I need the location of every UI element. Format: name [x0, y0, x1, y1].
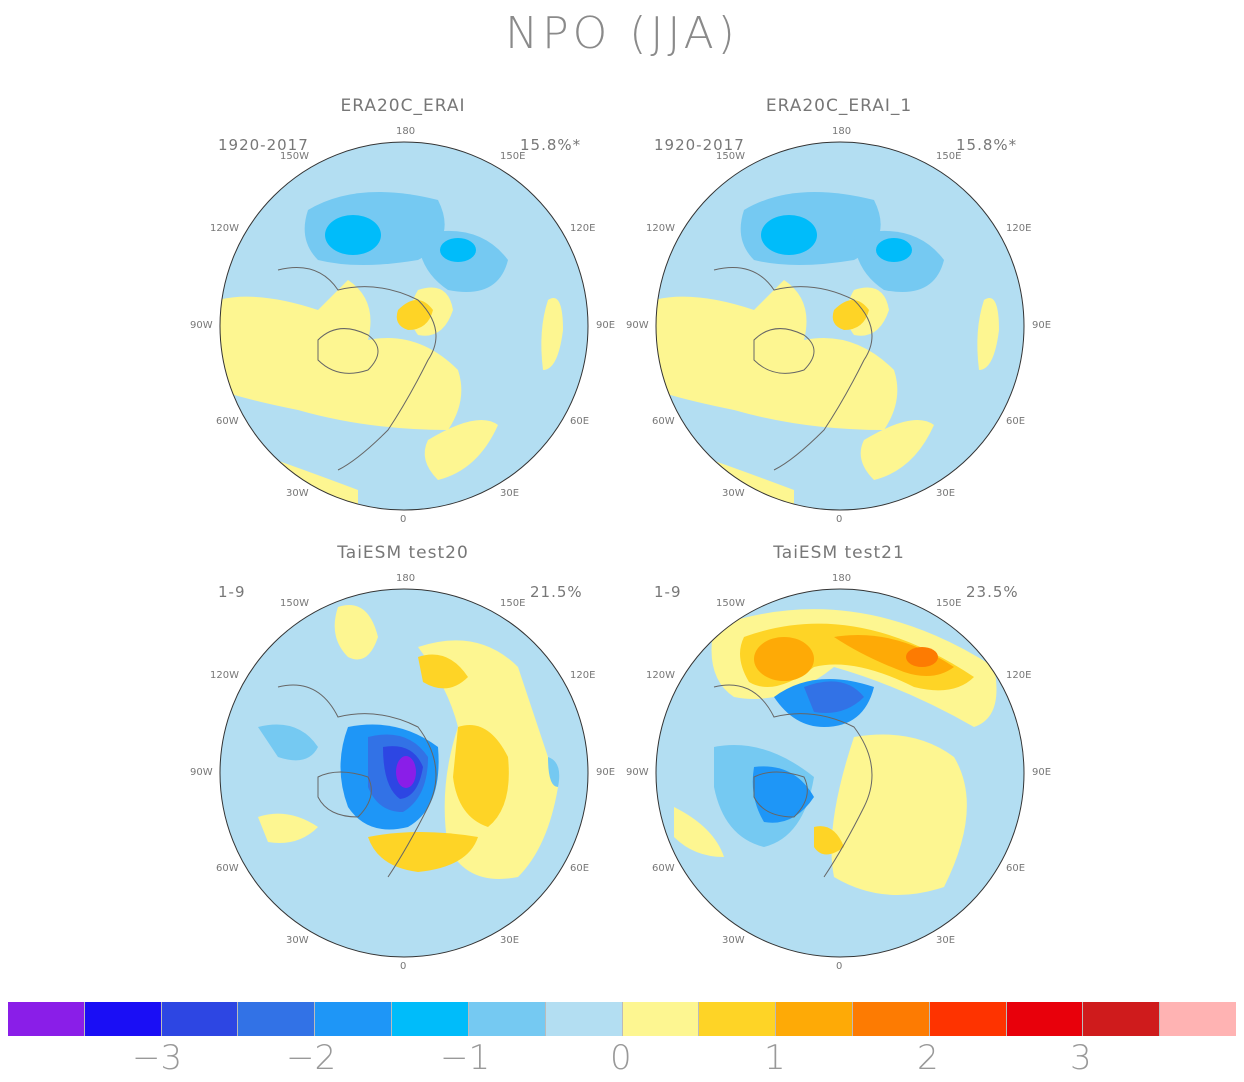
- colorbar-label: 0: [610, 1038, 632, 1078]
- colorbar-swatch: [775, 1002, 852, 1036]
- lon-label-150e: 150E: [936, 151, 962, 162]
- lon-label-60w: 60W: [652, 863, 675, 874]
- lon-label-60w: 60W: [216, 416, 239, 427]
- panel-title: TaiESM test21: [773, 543, 905, 563]
- lon-label-30w: 30W: [722, 488, 745, 499]
- lon-label-150e: 150E: [500, 598, 526, 609]
- lon-label-120w: 120W: [646, 670, 675, 681]
- lon-label-90w: 90W: [626, 767, 649, 778]
- colorbar-swatch: [314, 1002, 392, 1036]
- colorbar: [8, 1002, 1236, 1036]
- lon-label-90e: 90E: [596, 320, 616, 331]
- lon-label-120e: 120E: [570, 223, 596, 234]
- lon-label-120e: 120E: [1006, 223, 1032, 234]
- polar-map-1: [219, 141, 589, 511]
- lon-label-120w: 120W: [646, 223, 675, 234]
- colorbar-swatch: [160, 1002, 238, 1036]
- lon-label-60e: 60E: [570, 416, 590, 427]
- lon-label-30w: 30W: [722, 935, 745, 946]
- lon-label-90w: 90W: [190, 320, 213, 331]
- lon-label-90e: 90E: [1032, 320, 1052, 331]
- lon-label-90e: 90E: [596, 767, 616, 778]
- lon-label-90w: 90W: [626, 320, 649, 331]
- lon-label-60e: 60E: [1006, 863, 1026, 874]
- panel-period: 1920-2017: [654, 136, 745, 154]
- panel-title: ERA20C_ERAI: [340, 96, 466, 116]
- lon-label-180: 180: [832, 126, 852, 137]
- lon-label-0: 0: [836, 961, 843, 972]
- lon-label-60e: 60E: [1006, 416, 1026, 427]
- colorbar-label: 2: [917, 1038, 939, 1078]
- panel-period: 1-9: [218, 583, 246, 601]
- colorbar-label: 1: [764, 1038, 786, 1078]
- lon-label-90e: 90E: [1032, 767, 1052, 778]
- lon-label-0: 0: [400, 514, 407, 525]
- colorbar-swatch: [851, 1002, 929, 1036]
- map-panel-1: ERA20C_ERAI 1920-2017 15.8%*: [218, 96, 638, 540]
- colorbar-label: −2: [286, 1038, 337, 1078]
- panel-variance: 15.8%*: [956, 136, 1018, 154]
- colorbar-swatch: [1082, 1002, 1160, 1036]
- colorbar-swatch: [237, 1002, 315, 1036]
- lon-label-180: 180: [832, 573, 852, 584]
- colorbar-swatch: [467, 1002, 545, 1036]
- map-panel-3: TaiESM test20 1-9 21.5%: [218, 543, 638, 987]
- lon-label-150w: 150W: [716, 151, 745, 162]
- panel-variance: 21.5%: [530, 583, 583, 601]
- lon-label-150w: 150W: [280, 598, 309, 609]
- lon-label-60w: 60W: [216, 863, 239, 874]
- lon-label-120e: 120E: [1006, 670, 1032, 681]
- colorbar-label: −1: [440, 1038, 491, 1078]
- colorbar-swatch: [621, 1002, 699, 1036]
- polar-map-2: [655, 141, 1025, 511]
- lon-label-150e: 150E: [936, 598, 962, 609]
- colorbar-swatch: [928, 1002, 1006, 1036]
- lon-label-30w: 30W: [286, 488, 309, 499]
- lon-label-120e: 120E: [570, 670, 596, 681]
- lon-label-30e: 30E: [500, 935, 520, 946]
- colorbar-swatch: [1159, 1002, 1236, 1036]
- panel-title: TaiESM test20: [337, 543, 469, 563]
- colorbar-swatch: [1005, 1002, 1083, 1036]
- lon-label-0: 0: [836, 514, 843, 525]
- lon-label-30e: 30E: [936, 935, 956, 946]
- polar-map-4: [655, 588, 1025, 958]
- panel-title: ERA20C_ERAI_1: [765, 96, 913, 116]
- map-panel-2: ERA20C_ERAI_1 1920-2017 15.8%*: [654, 96, 1074, 540]
- panel-period: 1-9: [654, 583, 682, 601]
- colorbar-swatch: [391, 1002, 468, 1036]
- lon-label-150w: 150W: [280, 151, 309, 162]
- map-panel-4: TaiESM test21 1-9 23.5%: [654, 543, 1074, 987]
- lon-label-60e: 60E: [570, 863, 590, 874]
- figure-title: NPO (JJA): [505, 8, 739, 59]
- panel-variance: 23.5%: [966, 583, 1019, 601]
- lon-label-30e: 30E: [936, 488, 956, 499]
- lon-label-120w: 120W: [210, 670, 239, 681]
- panel-variance: 15.8%*: [520, 136, 582, 154]
- colorbar-swatch: [8, 1002, 84, 1036]
- lon-label-60w: 60W: [652, 416, 675, 427]
- colorbar-label: 3: [1070, 1038, 1092, 1078]
- lon-label-150e: 150E: [500, 151, 526, 162]
- lon-label-150w: 150W: [716, 598, 745, 609]
- lon-label-180: 180: [396, 573, 416, 584]
- lon-label-30e: 30E: [500, 488, 520, 499]
- colorbar-swatch: [544, 1002, 622, 1036]
- lon-label-120w: 120W: [210, 223, 239, 234]
- polar-map-3: [219, 588, 589, 958]
- lon-label-0: 0: [400, 961, 407, 972]
- lon-label-180: 180: [396, 126, 416, 137]
- panel-period: 1920-2017: [218, 136, 309, 154]
- colorbar-swatch: [83, 1002, 161, 1036]
- colorbar-label: −3: [132, 1038, 183, 1078]
- colorbar-swatch: [698, 1002, 776, 1036]
- lon-label-90w: 90W: [190, 767, 213, 778]
- lon-label-30w: 30W: [286, 935, 309, 946]
